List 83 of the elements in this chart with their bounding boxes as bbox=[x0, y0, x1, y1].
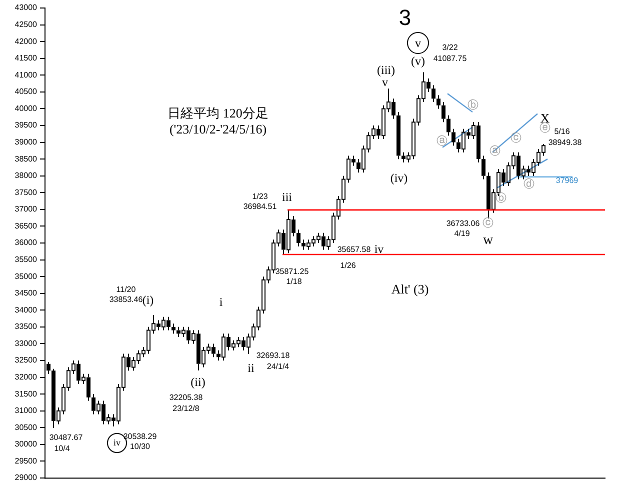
y-tick-label: 37500 bbox=[14, 188, 38, 197]
annotation: 32693.18 bbox=[256, 351, 290, 360]
annotation: 35871.25 bbox=[275, 267, 309, 276]
candlestick bbox=[446, 114, 450, 136]
annotation: 5/16 bbox=[554, 127, 570, 136]
candlestick bbox=[396, 112, 400, 160]
y-tick-label: 36500 bbox=[14, 221, 38, 230]
annotation: 3 bbox=[398, 5, 412, 30]
y-tick-label: 30500 bbox=[14, 422, 38, 432]
annotation: (v) bbox=[411, 54, 425, 68]
y-tick-label: 31000 bbox=[14, 406, 38, 416]
annotation: 1/18 bbox=[286, 277, 302, 286]
y-tick-label: 33500 bbox=[14, 322, 38, 332]
annotation: iii bbox=[282, 190, 292, 204]
y-tick-label: 41500 bbox=[14, 54, 38, 63]
annotation: iv bbox=[113, 438, 121, 448]
annotation: i bbox=[219, 295, 223, 309]
y-tick-label: 31500 bbox=[14, 389, 38, 398]
annotation: ('23/10/2-'24/5/16) bbox=[169, 122, 267, 136]
candlestick bbox=[482, 155, 486, 180]
annotation: 36733.06 bbox=[446, 219, 480, 228]
y-tick-label: 35000 bbox=[14, 272, 38, 281]
annotation: 4/19 bbox=[454, 229, 470, 238]
annotation: (iv) bbox=[390, 171, 408, 185]
annotation: 1/23 bbox=[252, 192, 268, 201]
annotation: 10/4 bbox=[54, 444, 70, 453]
annotation: 11/20 bbox=[116, 285, 136, 294]
annotation: 37969 bbox=[556, 176, 578, 185]
y-tick-label: 32500 bbox=[14, 356, 38, 365]
annotation: v bbox=[382, 75, 388, 89]
annotation: 23/12/8 bbox=[172, 404, 200, 413]
y-tick-label: 38000 bbox=[14, 171, 38, 180]
annotation: Alt' (3) bbox=[391, 282, 429, 296]
annotation: ⓒ bbox=[510, 132, 522, 144]
annotation: 36984.51 bbox=[243, 202, 277, 211]
y-tick-label: 35500 bbox=[14, 254, 38, 264]
annotation: v bbox=[415, 36, 421, 50]
y-tick-label: 39500 bbox=[14, 120, 38, 130]
annotation: ⓓ bbox=[524, 178, 534, 190]
y-tick-label: 39000 bbox=[14, 137, 38, 146]
annotation: 35657.58 bbox=[337, 245, 371, 254]
candlestick bbox=[296, 229, 300, 247]
annotation: 32205.38 bbox=[169, 393, 203, 402]
y-tick-label: 40500 bbox=[14, 87, 38, 96]
y-tick-label: 32000 bbox=[14, 372, 38, 382]
y-tick-label: 29500 bbox=[14, 456, 38, 466]
annotation: 41087.75 bbox=[433, 54, 467, 63]
y-tick-label: 38500 bbox=[14, 154, 38, 164]
y-tick-label: 30000 bbox=[14, 440, 38, 449]
annotation: 1/26 bbox=[340, 261, 356, 270]
annotation: 38949.38 bbox=[548, 138, 582, 147]
y-tick-label: 37000 bbox=[14, 204, 38, 214]
y-tick-label: 43000 bbox=[14, 3, 38, 12]
y-tick-label: 40000 bbox=[14, 104, 38, 113]
candlestick bbox=[442, 102, 446, 123]
annotation: (ii) bbox=[190, 375, 206, 389]
annotation: w bbox=[482, 233, 494, 248]
annotation: 30538.29 bbox=[123, 432, 157, 441]
annotation: ⓐ bbox=[436, 134, 448, 148]
annotation: ⓐ bbox=[490, 144, 500, 158]
y-tick-label: 42500 bbox=[14, 20, 38, 29]
annotation: (i) bbox=[142, 293, 154, 307]
y-tick-label: 42000 bbox=[14, 36, 38, 46]
annotation: ii bbox=[248, 361, 254, 375]
annotation: (iii) bbox=[377, 63, 395, 77]
candlestick bbox=[432, 84, 436, 102]
y-tick-label: 34500 bbox=[14, 288, 38, 298]
y-tick-label: 36000 bbox=[14, 238, 38, 248]
y-tick-label: 29000 bbox=[14, 473, 38, 482]
annotation: 33853.46 bbox=[109, 295, 143, 304]
annotation: ⓑ bbox=[468, 98, 478, 112]
annotation: 30487.67 bbox=[49, 433, 83, 442]
candlestick bbox=[172, 323, 176, 334]
annotation: 24/1/4 bbox=[266, 362, 290, 371]
y-tick-label: 33000 bbox=[14, 338, 38, 348]
annotation: 10/30 bbox=[130, 442, 150, 451]
y-tick-label: 34000 bbox=[14, 305, 38, 314]
annotation: ⓒ bbox=[482, 216, 494, 230]
annotation: 日経平均 120分足 bbox=[168, 106, 268, 120]
annotation: 3/22 bbox=[442, 43, 458, 52]
y-tick-label: 41000 bbox=[14, 70, 38, 80]
annotation: iv bbox=[374, 242, 384, 256]
annotation: ⓑ bbox=[496, 192, 506, 204]
